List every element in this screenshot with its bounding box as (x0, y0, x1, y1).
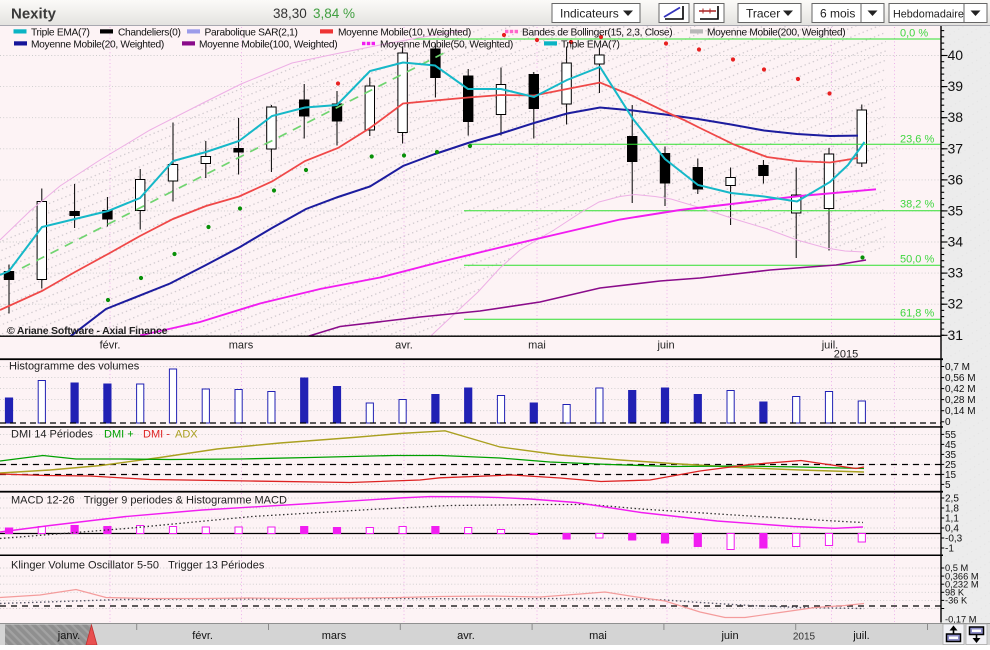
svg-text:-1: -1 (945, 544, 954, 555)
svg-text:avr.: avr. (457, 630, 475, 642)
svg-text:DMI 14 Périodes: DMI 14 Périodes (11, 429, 93, 441)
svg-text:janv.: janv. (57, 630, 80, 642)
svg-text:-36 K: -36 K (945, 596, 968, 606)
svg-text:juin: juin (656, 340, 674, 352)
svg-text:0,232 M: 0,232 M (945, 580, 979, 590)
svg-text:0,366 M: 0,366 M (945, 571, 979, 581)
svg-text:33: 33 (948, 265, 964, 281)
svg-text:mai: mai (528, 340, 546, 352)
svg-text:ADX: ADX (175, 429, 198, 441)
svg-text:mai: mai (589, 630, 607, 642)
svg-text:Tracer: Tracer (746, 7, 780, 21)
svg-text:avr.: avr. (395, 340, 413, 352)
svg-text:DMI -: DMI - (143, 429, 170, 441)
svg-text:50,0 %: 50,0 % (900, 254, 934, 266)
svg-text:34: 34 (948, 234, 964, 250)
svg-text:Parabolique SAR(2,1): Parabolique SAR(2,1) (205, 28, 298, 39)
svg-text:25: 25 (945, 460, 957, 471)
svg-text:31: 31 (948, 327, 964, 343)
svg-text:0,28 M: 0,28 M (945, 395, 976, 406)
svg-text:0,7 M: 0,7 M (945, 362, 970, 373)
svg-text:39: 39 (948, 78, 964, 94)
svg-text:Triple EMA(7): Triple EMA(7) (31, 28, 90, 39)
svg-text:61,8 %: 61,8 % (900, 308, 934, 320)
svg-text:Klinger Volume Oscillator 5-50: Klinger Volume Oscillator 5-50 Trigger 1… (11, 560, 265, 572)
svg-text:févr.: févr. (192, 630, 213, 642)
svg-text:Moyenne Mobile(10, Weighted): Moyenne Mobile(10, Weighted) (338, 28, 471, 39)
svg-text:15: 15 (945, 470, 957, 481)
svg-text:juin: juin (720, 630, 738, 642)
svg-text:Indicateurs: Indicateurs (560, 7, 619, 21)
svg-text:Hebdomadaire: Hebdomadaire (893, 9, 964, 21)
svg-text:0,4: 0,4 (945, 524, 959, 535)
svg-text:Moyenne Mobile(20, Weighted): Moyenne Mobile(20, Weighted) (31, 40, 164, 51)
svg-text:Chandeliers(0): Chandeliers(0) (118, 28, 181, 39)
svg-text:0,56 M: 0,56 M (945, 373, 976, 384)
svg-text:3,84 %: 3,84 % (313, 6, 355, 21)
svg-text:0,42 M: 0,42 M (945, 384, 976, 395)
svg-text:-0,17 M: -0,17 M (945, 615, 977, 625)
svg-text:Moyenne Mobile(50, Weighted): Moyenne Mobile(50, Weighted) (380, 40, 513, 51)
svg-text:Moyenne Mobile(200, Weighted): Moyenne Mobile(200, Weighted) (707, 28, 845, 39)
svg-text:Bandes de Bollinger(15, 2,3, C: Bandes de Bollinger(15, 2,3, Close) (522, 28, 672, 39)
svg-text:0,14 M: 0,14 M (945, 406, 976, 417)
svg-text:0: 0 (945, 417, 951, 428)
svg-text:MACD 12-26 Trigger 9 periode: MACD 12-26 Trigger 9 periodes & Histogra… (11, 495, 287, 507)
svg-text:2,5: 2,5 (945, 494, 959, 505)
svg-text:2015: 2015 (834, 349, 858, 361)
svg-text:mars: mars (229, 340, 254, 352)
svg-text:23,6 %: 23,6 % (900, 133, 934, 145)
svg-text:juil.: juil. (821, 340, 839, 352)
svg-text:45: 45 (945, 440, 957, 451)
svg-text:37: 37 (948, 140, 964, 156)
svg-text:mars: mars (322, 630, 347, 642)
svg-text:-0,3: -0,3 (945, 534, 963, 545)
svg-text:1,8: 1,8 (945, 504, 959, 515)
svg-text:98 K: 98 K (945, 588, 965, 598)
svg-text:35: 35 (948, 202, 964, 218)
svg-text:36: 36 (948, 171, 964, 187)
svg-text:Triple EMA(7): Triple EMA(7) (561, 40, 620, 51)
svg-text:Nexity: Nexity (11, 6, 57, 23)
svg-text:0,5 M: 0,5 M (945, 563, 968, 573)
svg-text:55: 55 (945, 430, 957, 441)
svg-text:DMI +: DMI + (104, 429, 134, 441)
svg-text:1,1: 1,1 (945, 514, 959, 525)
svg-text:5: 5 (945, 480, 951, 491)
svg-text:38: 38 (948, 109, 964, 125)
svg-text:2015: 2015 (793, 632, 816, 643)
svg-text:38,30: 38,30 (273, 6, 307, 21)
svg-text:Histogramme des volumes: Histogramme des volumes (9, 361, 140, 373)
svg-text:0,0 %: 0,0 % (900, 28, 928, 40)
svg-text:Moyenne Mobile(100, Weighted): Moyenne Mobile(100, Weighted) (199, 40, 337, 51)
svg-text:févr.: févr. (100, 340, 121, 352)
svg-text:40: 40 (948, 47, 964, 63)
svg-text:32: 32 (948, 296, 964, 312)
svg-text:6 mois: 6 mois (820, 7, 855, 21)
svg-text:38,2 %: 38,2 % (900, 199, 934, 211)
svg-text:© Ariane Software - Axial Fina: © Ariane Software - Axial Finance (7, 325, 168, 337)
svg-text:35: 35 (945, 450, 957, 461)
svg-text:juil.: juil. (852, 630, 870, 642)
